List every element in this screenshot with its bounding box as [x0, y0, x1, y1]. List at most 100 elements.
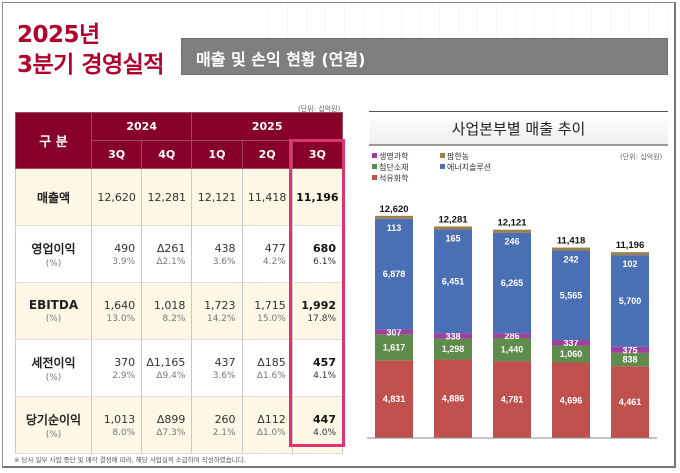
- cell-value: 1,018: [153, 298, 186, 312]
- cell-percent: 4.2%: [262, 256, 286, 267]
- bar-total-label: 12,121: [497, 218, 527, 229]
- cell-percent: 2.1%: [212, 427, 236, 438]
- cell-value: Δ185: [257, 355, 286, 369]
- cell-percent: 8.2%: [162, 313, 186, 324]
- cell-value: 1,723: [204, 298, 236, 312]
- cell-value: Δ112: [257, 412, 286, 426]
- chart-title-bar: 사업본부별 매출 추이: [369, 111, 668, 146]
- legend-swatch-icon: [372, 175, 377, 180]
- row-label-text: 영업이익: [31, 241, 76, 256]
- chart-title: 사업본부별 매출 추이: [451, 120, 586, 138]
- cell-value: 438: [214, 241, 236, 255]
- cell-percent: 15.0%: [257, 313, 286, 324]
- year-header: 2025: [191, 112, 343, 141]
- bar-segment: [493, 232, 531, 334]
- bar-value-label: 337: [563, 338, 578, 348]
- bar-segment: [552, 340, 590, 346]
- legend-label: 첨단소재: [379, 163, 409, 172]
- quarter-header: 3Q: [291, 140, 344, 169]
- bar-segment: [375, 329, 413, 335]
- table-cell: 370 2.9%: [90, 339, 143, 397]
- slide-frame: [2, 2, 676, 468]
- bar-segment: [493, 361, 531, 438]
- bar-segment: [611, 346, 649, 353]
- table-row: EBITDA (%) 1,640 13.0% 1,018 8.2% 1,723 14.2% 1,…: [15, 282, 344, 340]
- quarter-header: 2Q: [241, 140, 293, 169]
- table-cell: 11,418: [241, 168, 293, 226]
- table-row: 영업이익 (%) 490 3.9% Δ261 Δ2.1% 438 3.6% 477 4.2% 680…: [15, 225, 344, 283]
- cell-value: 370: [114, 355, 136, 369]
- cell-value: 680: [313, 241, 336, 255]
- page-title-line2: 3분기 경영실적: [17, 52, 164, 78]
- footnote: ※ 당사 일부 사업 중단 및 매각 결정에 따라, 해당 사업실적 소급하여 …: [14, 456, 246, 464]
- table-cell: 1,013 8.0%: [90, 396, 143, 454]
- bar-value-label: 6,451: [442, 276, 465, 286]
- stacked-bar-chart: 4,831 1,617 307 6,878 113 12,620 '24.3Q 4,886 1,…: [367, 204, 657, 445]
- x-tick-label: '25.3Q: [618, 444, 641, 445]
- cell-percent: Δ2.1%: [156, 256, 186, 267]
- table-row: 당기순이익 (%) 1,013 8.0% Δ899 Δ7.3% 260 2.1% Δ112 Δ1.…: [15, 396, 344, 454]
- legend-item: 석유화학: [372, 173, 408, 184]
- bar-value-label: 1,440: [501, 345, 524, 355]
- table-cell: Δ112 Δ1.0%: [241, 396, 293, 454]
- cell-percent: 3.6%: [212, 256, 236, 267]
- page-title: 2025년 3분기 경영실적: [17, 20, 164, 80]
- cell-value: 1,013: [103, 412, 136, 426]
- bar-value-label: 102: [622, 259, 637, 269]
- bar-segment: [611, 352, 649, 367]
- bar-value-label: 1,298: [442, 344, 465, 354]
- cell-percent: 17.8%: [307, 313, 336, 324]
- bar-value-label: 375: [622, 345, 637, 355]
- legend-swatch-icon: [372, 153, 377, 158]
- bar-segment: [375, 215, 413, 219]
- bar-segment: [434, 226, 472, 230]
- bar-value-label: 6,265: [501, 278, 524, 288]
- cell-percent: 13.0%: [106, 313, 136, 324]
- table-cell: 457 4.1%: [291, 339, 344, 397]
- bar-value-label: 4,461: [619, 397, 642, 407]
- legend-label: 팜한농: [447, 152, 470, 161]
- bar-segment: [552, 247, 590, 251]
- bar-segment: [434, 333, 472, 339]
- legend-item: 팜한농: [440, 151, 469, 162]
- cell-value: 457: [313, 355, 336, 369]
- bar-segment: [493, 333, 531, 338]
- bar-segment: [375, 334, 413, 361]
- row-sub-label: (%): [45, 314, 62, 324]
- bar-segment: [493, 229, 531, 233]
- bar-value-label: 1,617: [383, 342, 406, 352]
- table-cell: 1,723 14.2%: [191, 282, 243, 340]
- row-label-text: 당기순이익: [25, 412, 82, 427]
- bar-total-label: 11,196: [616, 240, 645, 251]
- bar-segment: [434, 338, 472, 360]
- cell-value: Δ899: [156, 412, 186, 426]
- table-cell: 1,715 15.0%: [241, 282, 293, 340]
- table-cell: 447 4.0%: [291, 396, 344, 454]
- cell-value: 1,640: [103, 298, 136, 312]
- quarter-header: 3Q: [90, 140, 143, 169]
- table-row: 세전이익 (%) 370 2.9% Δ1,165 Δ9.4% 437 3.6% Δ185 Δ1.6…: [15, 339, 344, 397]
- table-cell: 12,121: [191, 168, 243, 226]
- cell-percent: 14.2%: [206, 313, 236, 324]
- legend-label: 생명과학: [379, 152, 409, 161]
- cell-percent: 6.1%: [313, 256, 336, 267]
- table-cell: 1,640 13.0%: [90, 282, 143, 340]
- cell-value: 260: [214, 412, 236, 426]
- cell-value: Δ261: [156, 241, 186, 255]
- table-cell: 11,196: [291, 168, 344, 226]
- cell-percent: 3.9%: [112, 256, 136, 267]
- bar-value-label: 5,700: [619, 296, 642, 306]
- cell-value: 12,281: [147, 190, 187, 204]
- table-cell: 438 3.6%: [191, 225, 243, 283]
- table-row: 매출액 12,620 12,281 12,121 11,418 11,196: [15, 168, 344, 226]
- cell-value: 447: [313, 412, 336, 426]
- bar-value-label: 1,060: [560, 349, 583, 359]
- bar-segment: [611, 252, 649, 256]
- chart-unit-label: (단위: 십억원): [620, 153, 663, 161]
- bar-value-label: 4,886: [442, 394, 465, 404]
- bar-value-label: 113: [387, 223, 402, 233]
- legend-swatch-icon: [440, 164, 445, 169]
- table-cell: 1,018 8.2%: [141, 282, 193, 340]
- cell-value: 11,196: [296, 190, 339, 204]
- table-cell: Δ261 Δ2.1%: [141, 225, 193, 283]
